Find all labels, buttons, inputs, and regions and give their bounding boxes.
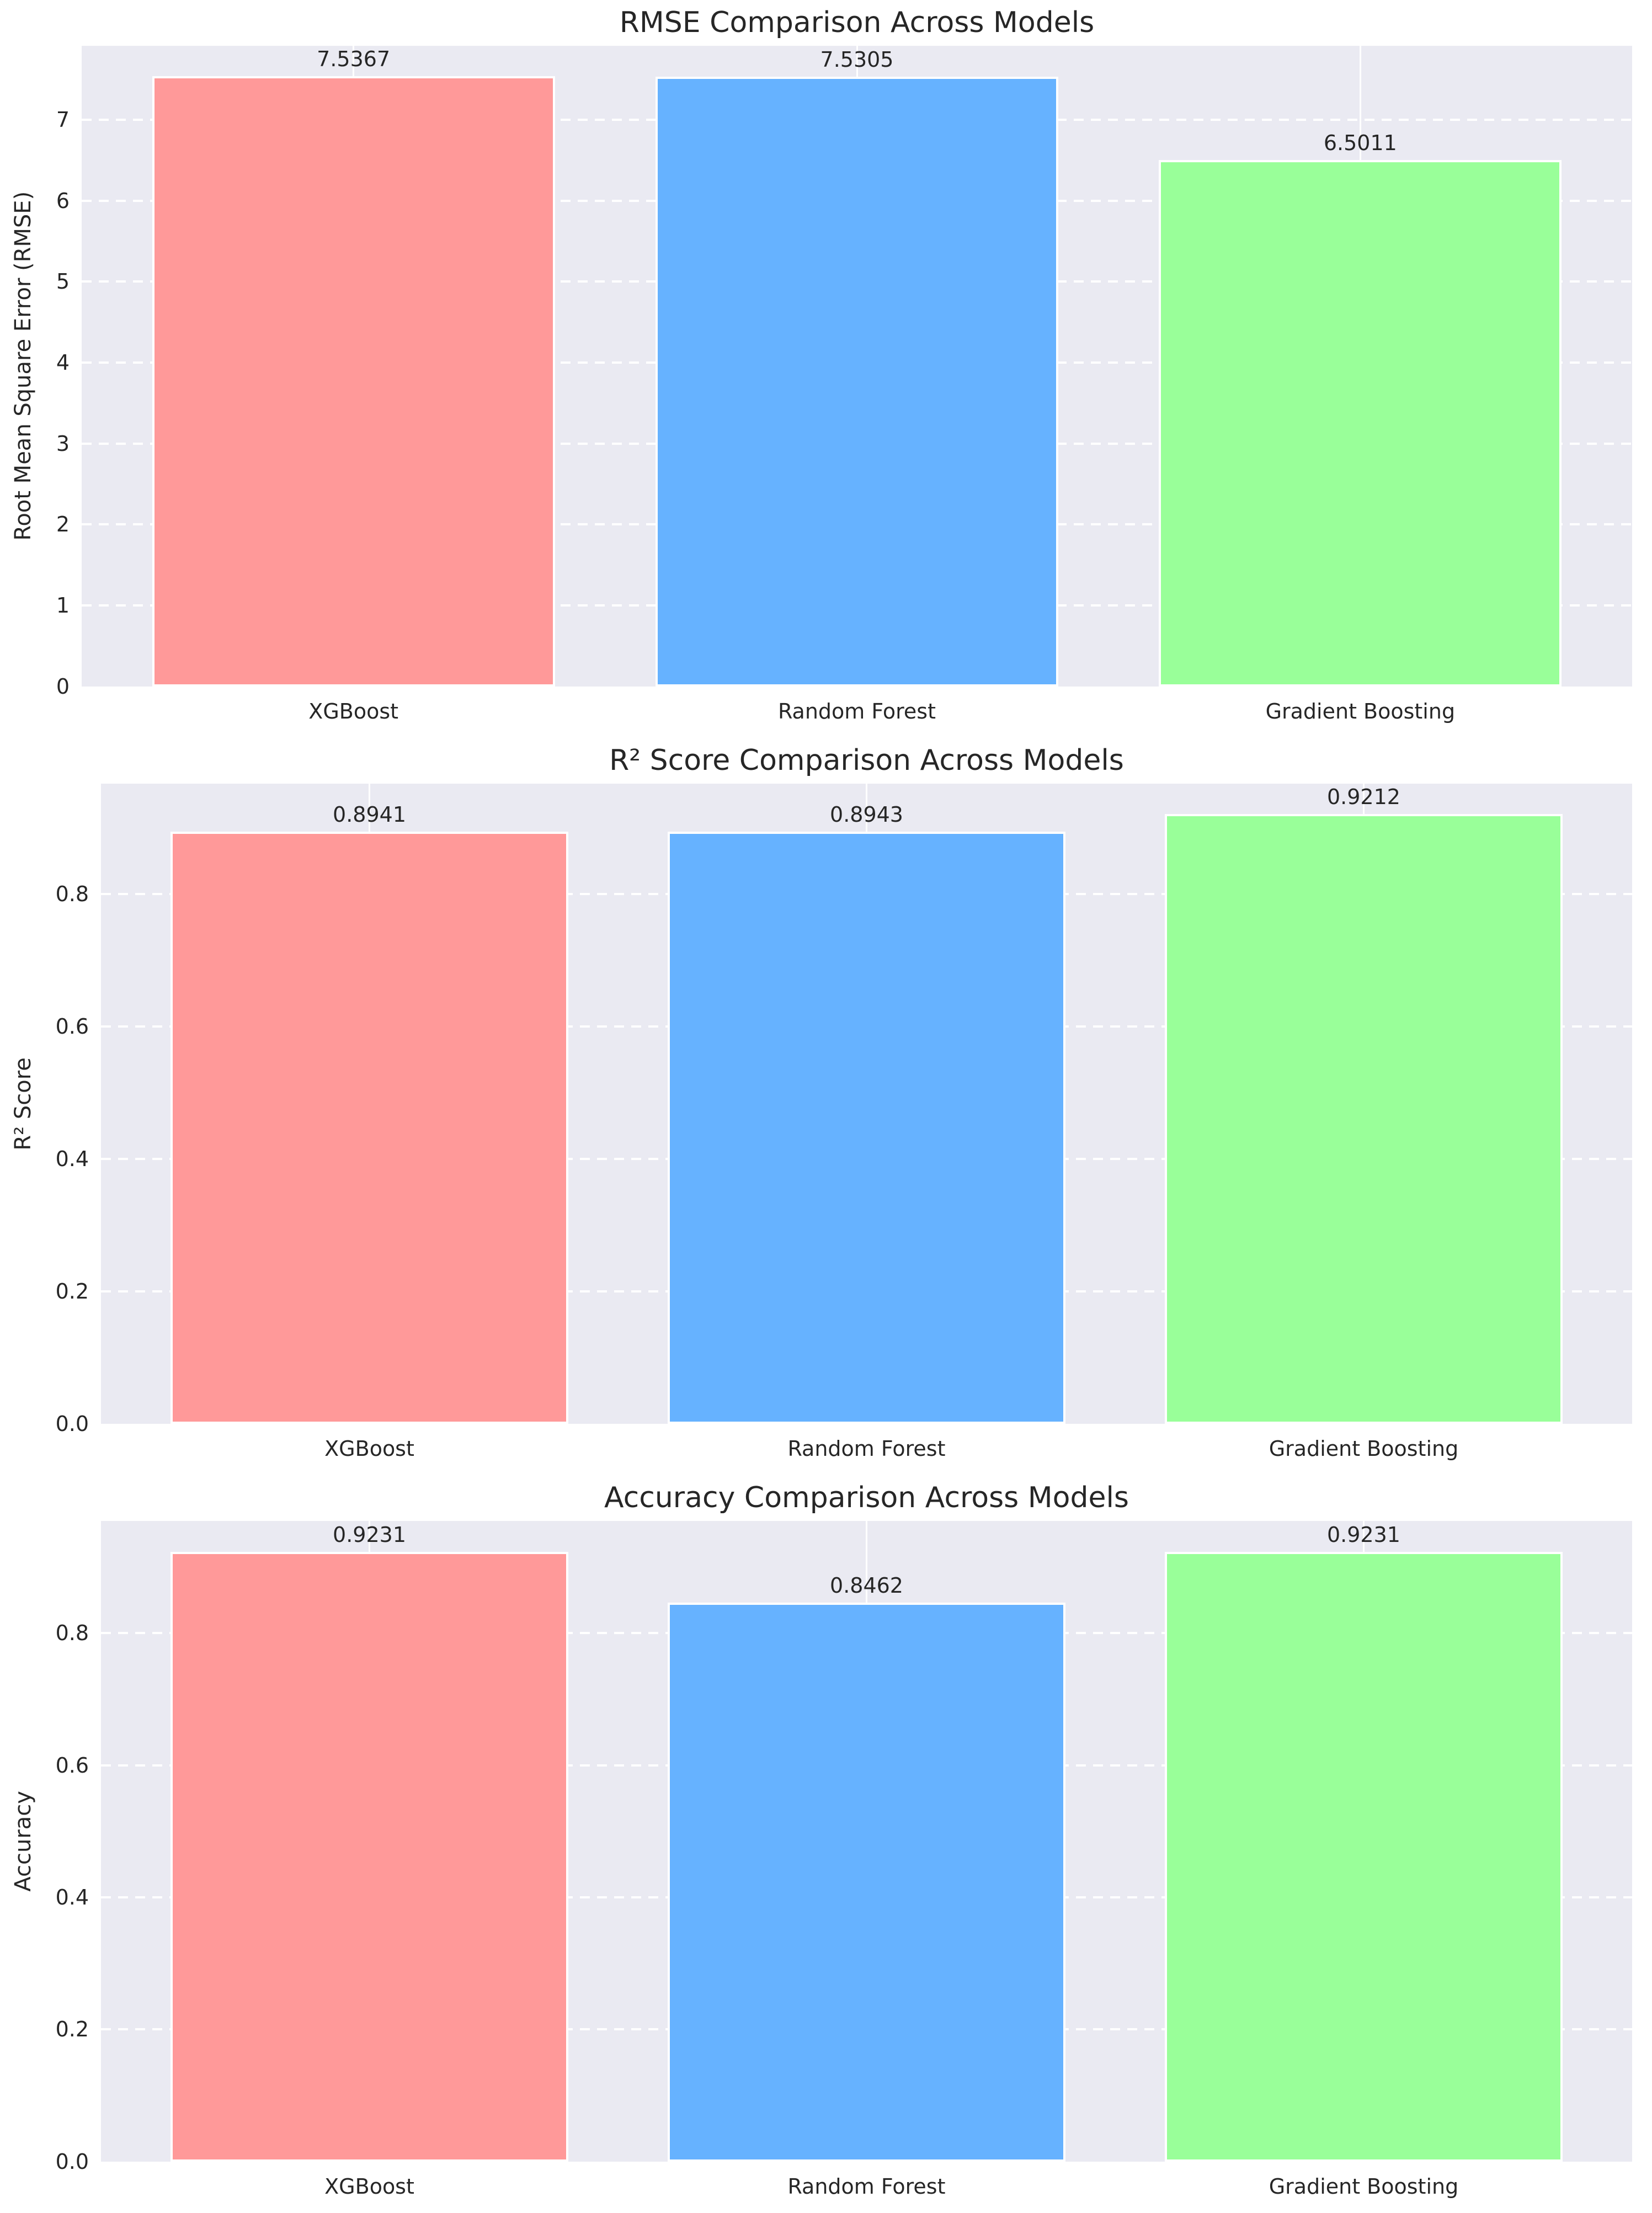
plot-area: 7.5367 7.5305 6.5011 bbox=[82, 46, 1632, 687]
y-tick-label: 0.4 bbox=[55, 1147, 89, 1172]
bar-value-label: 7.5367 bbox=[317, 47, 391, 72]
x-tick-label: Gradient Boosting bbox=[1265, 699, 1456, 724]
x-tick-label: Random Forest bbox=[787, 2174, 946, 2199]
bar-value-label: 7.5305 bbox=[820, 47, 894, 72]
y-tick-label: 3 bbox=[56, 431, 70, 456]
bar bbox=[668, 832, 1065, 1424]
chart-title: R² Score Comparison Across Models bbox=[609, 743, 1124, 777]
x-axis-labels: XGBoost Random Forest Gradient Boosting bbox=[101, 2162, 1632, 2213]
y-tick-label: 0.6 bbox=[55, 1014, 89, 1039]
y-tick-label: 4 bbox=[56, 350, 70, 375]
y-tick-label: 0.8 bbox=[55, 1621, 89, 1645]
x-tick-label: XGBoost bbox=[324, 1437, 414, 1461]
x-axis-labels: XGBoost Random Forest Gradient Boosting bbox=[82, 687, 1632, 738]
y-tick-label: 5 bbox=[56, 269, 70, 294]
y-tick-label: 0.2 bbox=[55, 2017, 89, 2042]
chart-title: Accuracy Comparison Across Models bbox=[604, 1481, 1129, 1515]
y-tick-label: 0.0 bbox=[55, 2149, 89, 2174]
y-axis-ticks: 0 1 2 3 4 5 6 7 bbox=[0, 46, 70, 697]
y-tick-label: 0.6 bbox=[55, 1753, 89, 1778]
y-tick-label: 7 bbox=[56, 107, 70, 132]
accuracy-chart-panel: Accuracy Comparison Across Models Accura… bbox=[0, 1475, 1652, 2213]
y-tick-label: 0 bbox=[56, 674, 70, 699]
y-tick-label: 0.8 bbox=[55, 882, 89, 907]
bar bbox=[152, 76, 555, 687]
rmse-chart-panel: RMSE Comparison Across Models Root Mean … bbox=[0, 0, 1652, 738]
x-tick-label: XGBoost bbox=[324, 2174, 414, 2199]
x-tick-label: Gradient Boosting bbox=[1269, 2174, 1459, 2199]
bar bbox=[1159, 160, 1562, 687]
bar-value-label: 0.9231 bbox=[333, 1522, 406, 1547]
bar bbox=[656, 77, 1058, 687]
plot-area: 0.9231 0.8462 0.9231 bbox=[101, 1521, 1632, 2162]
r2-chart-panel: R² Score Comparison Across Models R² Sco… bbox=[0, 738, 1652, 1476]
bar bbox=[170, 832, 568, 1424]
x-tick-label: Gradient Boosting bbox=[1269, 1437, 1459, 1461]
x-tick-label: Random Forest bbox=[777, 699, 936, 724]
bar bbox=[170, 1551, 568, 2162]
y-tick-label: 2 bbox=[56, 512, 70, 537]
bar-value-label: 6.5011 bbox=[1323, 131, 1397, 156]
bar-value-label: 0.9231 bbox=[1326, 1522, 1400, 1547]
plot-area: 0.8941 0.8943 0.9212 bbox=[101, 783, 1632, 1424]
y-tick-label: 0.4 bbox=[55, 1885, 89, 1909]
chart-title: RMSE Comparison Across Models bbox=[619, 6, 1095, 39]
y-tick-label: 6 bbox=[56, 188, 70, 213]
x-tick-label: Random Forest bbox=[787, 1437, 946, 1461]
bar-value-label: 0.8462 bbox=[830, 1573, 903, 1598]
bar-value-label: 0.9212 bbox=[1326, 784, 1400, 809]
bar-value-label: 0.8943 bbox=[830, 802, 903, 827]
bar bbox=[1165, 813, 1563, 1424]
x-tick-label: XGBoost bbox=[308, 699, 399, 724]
y-tick-label: 0.0 bbox=[55, 1412, 89, 1437]
y-axis-ticks: 0.0 0.2 0.4 0.6 0.8 bbox=[0, 1521, 89, 2172]
bar-value-label: 0.8941 bbox=[333, 802, 406, 827]
y-tick-label: 1 bbox=[56, 593, 70, 618]
y-tick-label: 0.2 bbox=[55, 1279, 89, 1304]
bar bbox=[668, 1602, 1065, 2162]
bar bbox=[1165, 1551, 1563, 2162]
y-axis-ticks: 0.0 0.2 0.4 0.6 0.8 bbox=[0, 784, 89, 1434]
x-axis-labels: XGBoost Random Forest Gradient Boosting bbox=[101, 1424, 1632, 1475]
